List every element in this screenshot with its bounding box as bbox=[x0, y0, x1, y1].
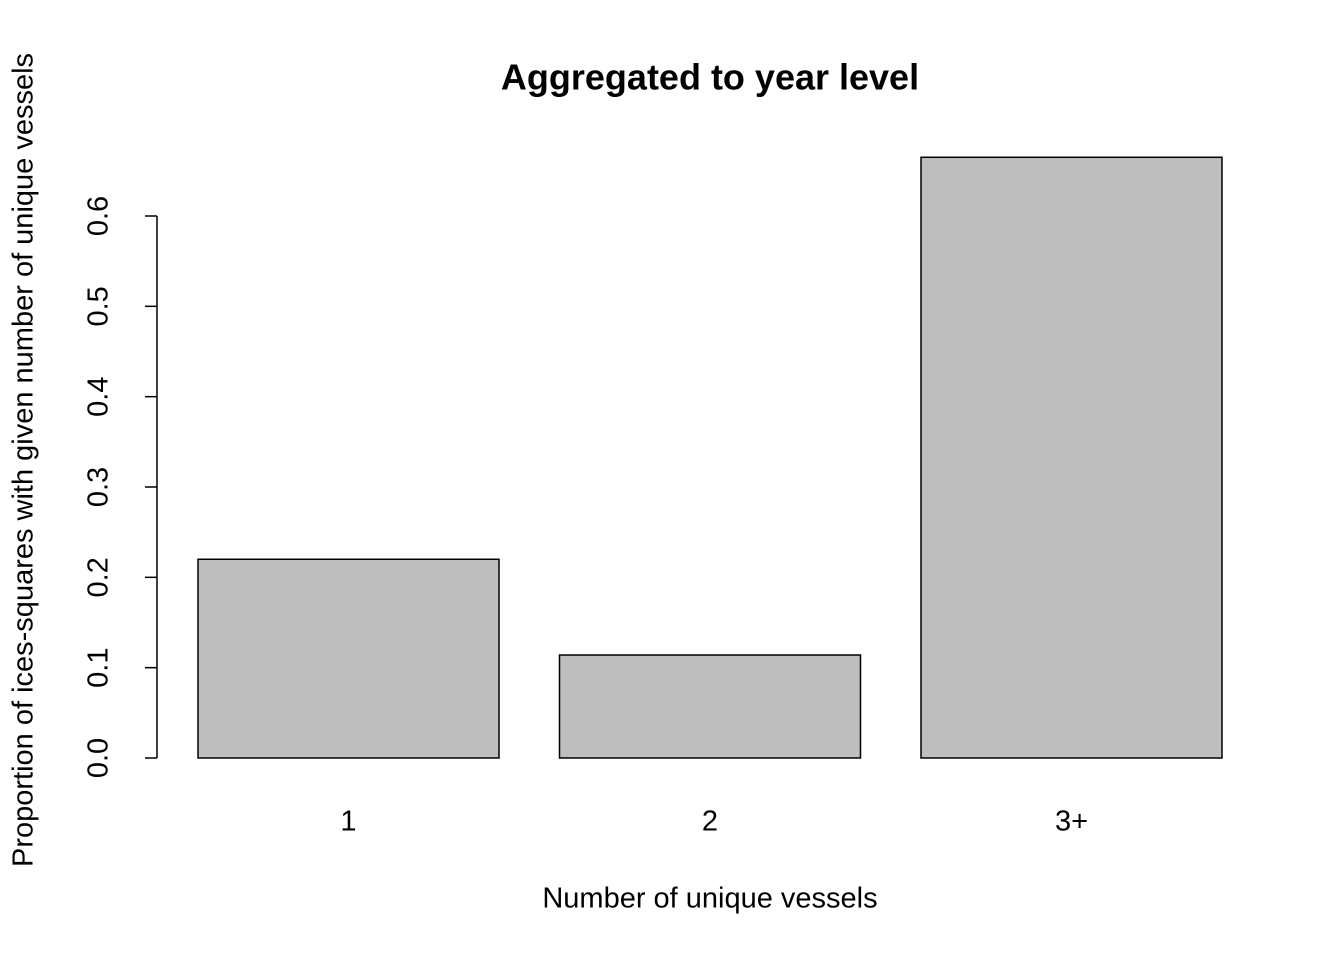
chart-title: Aggregated to year level bbox=[501, 57, 919, 98]
y-tick-label: 0.0 bbox=[83, 738, 115, 778]
y-axis-label: Proportion of ices-squares with given nu… bbox=[8, 53, 40, 867]
bar bbox=[920, 156, 1223, 759]
bar bbox=[197, 558, 500, 759]
y-tick-label: 0.3 bbox=[83, 467, 115, 507]
x-tick-label: 1 bbox=[340, 806, 356, 838]
y-tick-label: 0.6 bbox=[83, 196, 115, 236]
x-axis-label: Number of unique vessels bbox=[542, 883, 877, 915]
y-tick-label: 0.5 bbox=[83, 286, 115, 326]
y-tick-label: 0.1 bbox=[83, 648, 115, 688]
y-tick-label: 0.2 bbox=[83, 557, 115, 597]
bar bbox=[558, 654, 862, 759]
y-tick-label: 0.4 bbox=[83, 377, 115, 417]
x-tick-label: 3+ bbox=[1055, 806, 1088, 838]
x-tick-label: 2 bbox=[702, 806, 718, 838]
